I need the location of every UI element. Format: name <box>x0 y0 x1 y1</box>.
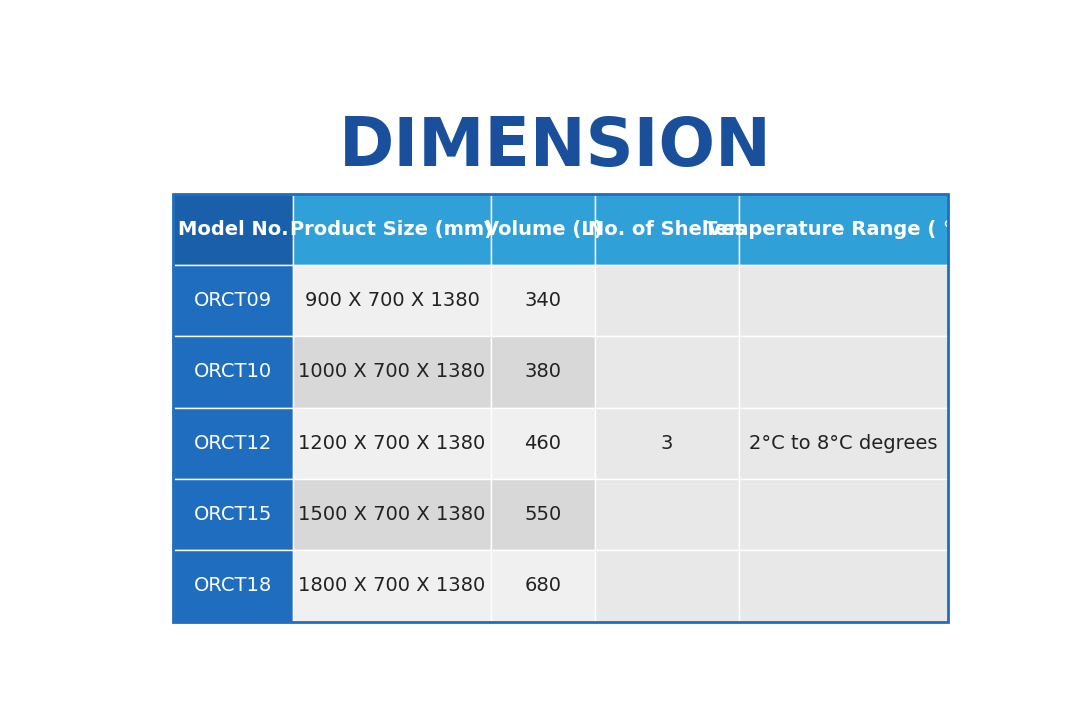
Text: 900 X 700 X 1380: 900 X 700 X 1380 <box>304 291 480 310</box>
Text: No. of Shelves: No. of Shelves <box>588 220 746 239</box>
Bar <box>739 194 948 265</box>
Text: 3: 3 <box>661 434 674 453</box>
Bar <box>293 408 491 479</box>
Bar <box>173 336 293 408</box>
Bar <box>491 550 596 622</box>
Bar <box>173 194 948 622</box>
Bar <box>596 265 739 336</box>
Bar <box>293 336 491 408</box>
Text: Volume (L): Volume (L) <box>484 220 602 239</box>
Text: Model No.: Model No. <box>178 220 288 239</box>
Text: 1000 X 700 X 1380: 1000 X 700 X 1380 <box>299 363 485 381</box>
Text: 550: 550 <box>524 505 562 524</box>
Text: 680: 680 <box>524 576 562 595</box>
Text: 1500 X 700 X 1380: 1500 X 700 X 1380 <box>298 505 485 524</box>
Bar <box>491 408 596 479</box>
Bar <box>739 479 948 550</box>
Text: Temperature Range ( °C ): Temperature Range ( °C ) <box>704 220 982 239</box>
Text: 380: 380 <box>524 363 562 381</box>
Text: ORCT15: ORCT15 <box>194 505 272 524</box>
Text: ORCT18: ORCT18 <box>194 576 272 595</box>
Text: Product Size (mm): Product Size (mm) <box>290 220 494 239</box>
Text: 2°C to 8°C degrees: 2°C to 8°C degrees <box>749 434 938 453</box>
Bar <box>173 265 293 336</box>
Bar <box>491 479 596 550</box>
Bar <box>596 550 739 622</box>
Text: ORCT12: ORCT12 <box>194 434 272 453</box>
Bar <box>596 479 739 550</box>
Bar <box>739 336 948 408</box>
Bar <box>491 336 596 408</box>
Bar <box>596 408 739 479</box>
Text: 1800 X 700 X 1380: 1800 X 700 X 1380 <box>299 576 485 595</box>
Bar <box>739 265 948 336</box>
Bar <box>596 194 739 265</box>
Bar <box>293 550 491 622</box>
Text: 460: 460 <box>524 434 562 453</box>
Bar <box>491 194 596 265</box>
Bar <box>293 479 491 550</box>
Bar <box>173 408 293 479</box>
Text: ORCT10: ORCT10 <box>194 363 272 381</box>
Bar <box>596 336 739 408</box>
Bar <box>739 550 948 622</box>
Text: ORCT09: ORCT09 <box>194 291 272 310</box>
Bar <box>173 194 293 265</box>
Bar <box>293 265 491 336</box>
Text: 1200 X 700 X 1380: 1200 X 700 X 1380 <box>299 434 485 453</box>
Bar <box>293 194 491 265</box>
Bar <box>173 550 293 622</box>
Text: DIMENSION: DIMENSION <box>339 113 771 180</box>
Bar <box>491 265 596 336</box>
Bar <box>173 479 293 550</box>
Text: 340: 340 <box>524 291 562 310</box>
Bar <box>173 194 948 622</box>
Bar <box>739 408 948 479</box>
